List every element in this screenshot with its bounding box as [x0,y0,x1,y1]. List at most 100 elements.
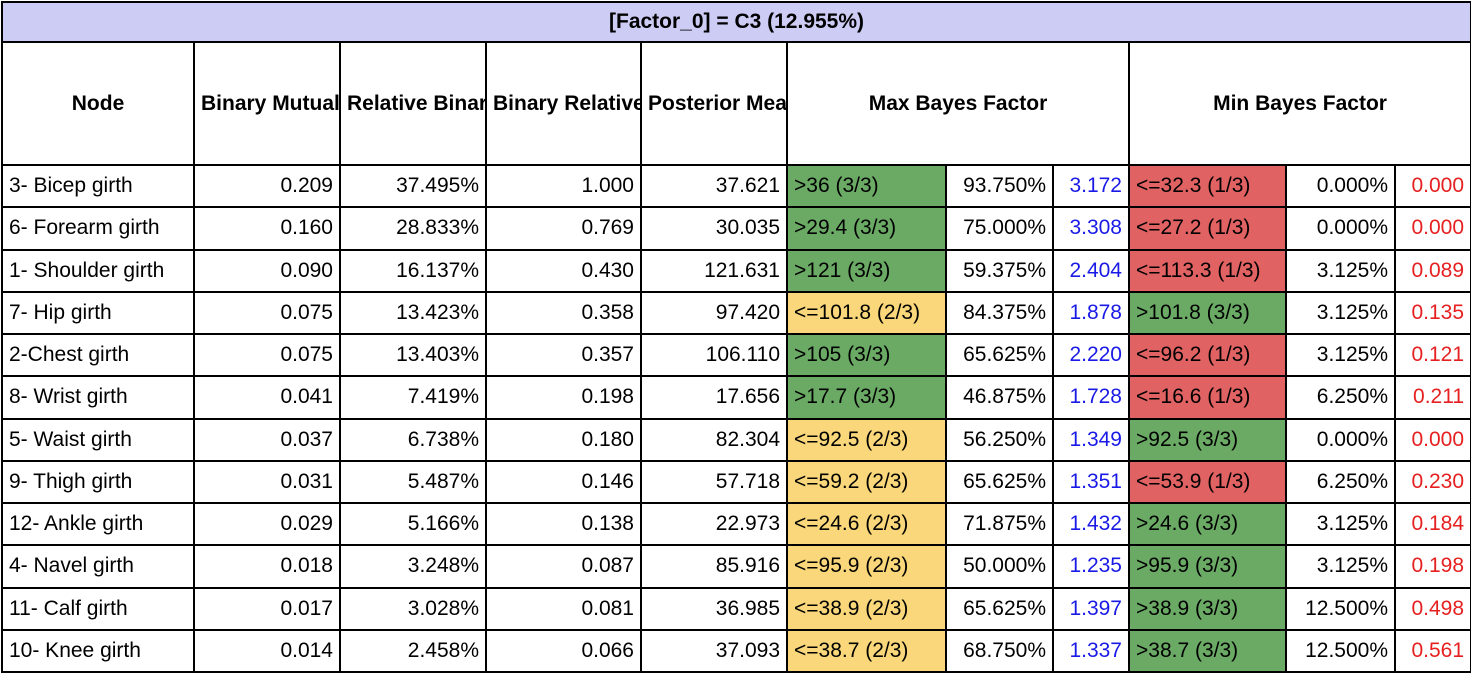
min-bayes-factor-value-cell: 0.121 [1393,332,1471,378]
max-bayes-condition-cell: >17.7 (3/3) [786,375,947,420]
min-bayes-condition-cell: <=32.3 (1/3) [1128,163,1287,209]
relative-binary-mutual-information-cell: 37.495% [339,163,487,209]
min-bayes-factor-value-cell: 0.089 [1393,248,1471,293]
table-row: 4- Navel girth 0.018 3.248% 0.087 85.916 <=95… [1,544,1471,589]
max-bayes-percent-cell: 46.875% [945,375,1054,420]
min-bayes-factor-value-cell: 0.184 [1393,501,1471,547]
table-row: 3- Bicep girth 0.209 37.495% 1.000 37.621 >36… [1,163,1471,209]
binary-mutual-information-cell: 0.075 [193,332,341,378]
max-bayes-condition-cell: <=59.2 (2/3) [786,459,947,505]
min-bayes-percent-cell: 3.125% [1285,248,1396,293]
binary-relative-significance-cell: 0.769 [485,206,642,251]
min-bayes-percent-cell: 6.250% [1285,459,1396,505]
header-max-bayes-factor: Max Bayes Factor [786,41,1130,166]
binary-relative-significance-cell: 0.180 [485,417,642,462]
min-bayes-condition-cell: <=96.2 (1/3) [1128,332,1287,378]
max-bayes-factor-value-cell: 2.404 [1052,248,1130,293]
relative-binary-mutual-information-cell: 5.166% [339,501,487,547]
header-posterior-mean-value: Posterior Mean Value [640,41,788,166]
relative-binary-mutual-information-cell: 3.248% [339,544,487,589]
binary-mutual-information-cell: 0.160 [193,206,341,251]
posterior-mean-value-cell: 106.110 [640,332,788,378]
max-bayes-condition-cell: <=38.7 (2/3) [786,628,947,674]
min-bayes-factor-value-cell: 0.000 [1393,163,1471,209]
max-bayes-percent-cell: 65.625% [945,332,1054,378]
max-bayes-factor-value-cell: 1.351 [1052,459,1130,505]
min-bayes-percent-cell: 12.500% [1285,628,1396,674]
table-title: [Factor_0] = C3 (12.955%) [0,1,1471,43]
relative-binary-mutual-information-cell: 2.458% [339,628,487,674]
max-bayes-factor-value-cell: 3.172 [1052,163,1130,209]
header-relative-binary-mutual-information: Relative Binary Mutual Information [339,41,487,166]
binary-relative-significance-cell: 0.138 [485,501,642,547]
binary-relative-significance-cell: 1.000 [485,163,642,209]
posterior-mean-value-cell: 17.656 [640,375,788,420]
min-bayes-percent-cell: 0.000% [1285,163,1396,209]
min-bayes-condition-cell: <=53.9 (1/3) [1128,459,1287,505]
min-bayes-condition-cell: >38.7 (3/3) [1128,628,1287,674]
table-row: 12- Ankle girth 0.029 5.166% 0.138 22.973 <=2… [1,501,1471,547]
node-name-cell: 2-Chest girth [1,332,195,378]
node-name-cell: 1- Shoulder girth [1,248,195,293]
header-min-bayes-factor: Min Bayes Factor [1127,41,1471,166]
min-bayes-condition-cell: >38.9 (3/3) [1128,586,1287,631]
max-bayes-condition-cell: >36 (3/3) [786,163,947,209]
binary-relative-significance-cell: 0.087 [485,544,642,589]
binary-mutual-information-cell: 0.090 [193,248,341,293]
binary-relative-significance-cell: 0.081 [485,586,642,631]
table-row: 9- Thigh girth 0.031 5.487% 0.146 57.718 <=59… [1,459,1471,505]
binary-relative-significance-cell: 0.146 [485,459,642,505]
binary-mutual-information-cell: 0.029 [193,501,341,547]
max-bayes-percent-cell: 50.000% [945,544,1054,589]
max-bayes-percent-cell: 84.375% [945,290,1054,336]
max-bayes-factor-value-cell: 2.220 [1052,332,1130,378]
min-bayes-condition-cell: <=113.3 (1/3) [1128,248,1287,293]
table-row: 6- Forearm girth 0.160 28.833% 0.769 30.035 >… [1,206,1471,251]
min-bayes-percent-cell: 3.125% [1285,290,1396,336]
min-bayes-percent-cell: 12.500% [1285,586,1396,631]
min-bayes-percent-cell: 3.125% [1285,501,1396,547]
binary-mutual-information-cell: 0.031 [193,459,341,505]
max-bayes-condition-cell: <=24.6 (2/3) [786,501,947,547]
min-bayes-percent-cell: 3.125% [1285,544,1396,589]
node-name-cell: 4- Navel girth [1,544,195,589]
posterior-mean-value-cell: 30.035 [640,206,788,251]
max-bayes-condition-cell: >121 (3/3) [786,248,947,293]
binary-relative-significance-cell: 0.430 [485,248,642,293]
max-bayes-condition-cell: <=92.5 (2/3) [786,417,947,462]
node-name-cell: 3- Bicep girth [1,163,195,209]
relative-binary-mutual-information-cell: 5.487% [339,459,487,505]
max-bayes-percent-cell: 68.750% [945,628,1054,674]
min-bayes-condition-cell: >95.9 (3/3) [1128,544,1287,589]
node-name-cell: 12- Ankle girth [1,501,195,547]
node-name-cell: 8- Wrist girth [1,375,195,420]
relative-binary-mutual-information-cell: 7.419% [339,375,487,420]
max-bayes-percent-cell: 65.625% [945,586,1054,631]
min-bayes-percent-cell: 0.000% [1285,206,1396,251]
posterior-mean-value-cell: 121.631 [640,248,788,293]
max-bayes-percent-cell: 75.000% [945,206,1054,251]
min-bayes-percent-cell: 3.125% [1285,332,1396,378]
max-bayes-percent-cell: 56.250% [945,417,1054,462]
min-bayes-condition-cell: <=16.6 (1/3) [1128,375,1287,420]
min-bayes-factor-value-cell: 0.561 [1393,628,1471,674]
relative-binary-mutual-information-cell: 28.833% [339,206,487,251]
table-row: 10- Knee girth 0.014 2.458% 0.066 37.093 <=38… [1,628,1471,674]
max-bayes-percent-cell: 65.625% [945,459,1054,505]
max-bayes-condition-cell: <=101.8 (2/3) [786,290,947,336]
max-bayes-factor-value-cell: 1.397 [1052,586,1130,631]
posterior-mean-value-cell: 22.973 [640,501,788,547]
node-name-cell: 11- Calf girth [1,586,195,631]
node-name-cell: 10- Knee girth [1,628,195,674]
max-bayes-factor-value-cell: 3.308 [1052,206,1130,251]
max-bayes-factor-value-cell: 1.349 [1052,417,1130,462]
min-bayes-condition-cell: <=27.2 (1/3) [1128,206,1287,251]
min-bayes-factor-value-cell: 0.198 [1393,544,1471,589]
min-bayes-factor-value-cell: 0.135 [1393,290,1471,336]
table-row: 7- Hip girth 0.075 13.423% 0.358 97.420 <=101… [1,290,1471,336]
max-bayes-condition-cell: >29.4 (3/3) [786,206,947,251]
relative-binary-mutual-information-cell: 3.028% [339,586,487,631]
posterior-mean-value-cell: 97.420 [640,290,788,336]
binary-mutual-information-cell: 0.017 [193,586,341,631]
max-bayes-condition-cell: <=95.9 (2/3) [786,544,947,589]
